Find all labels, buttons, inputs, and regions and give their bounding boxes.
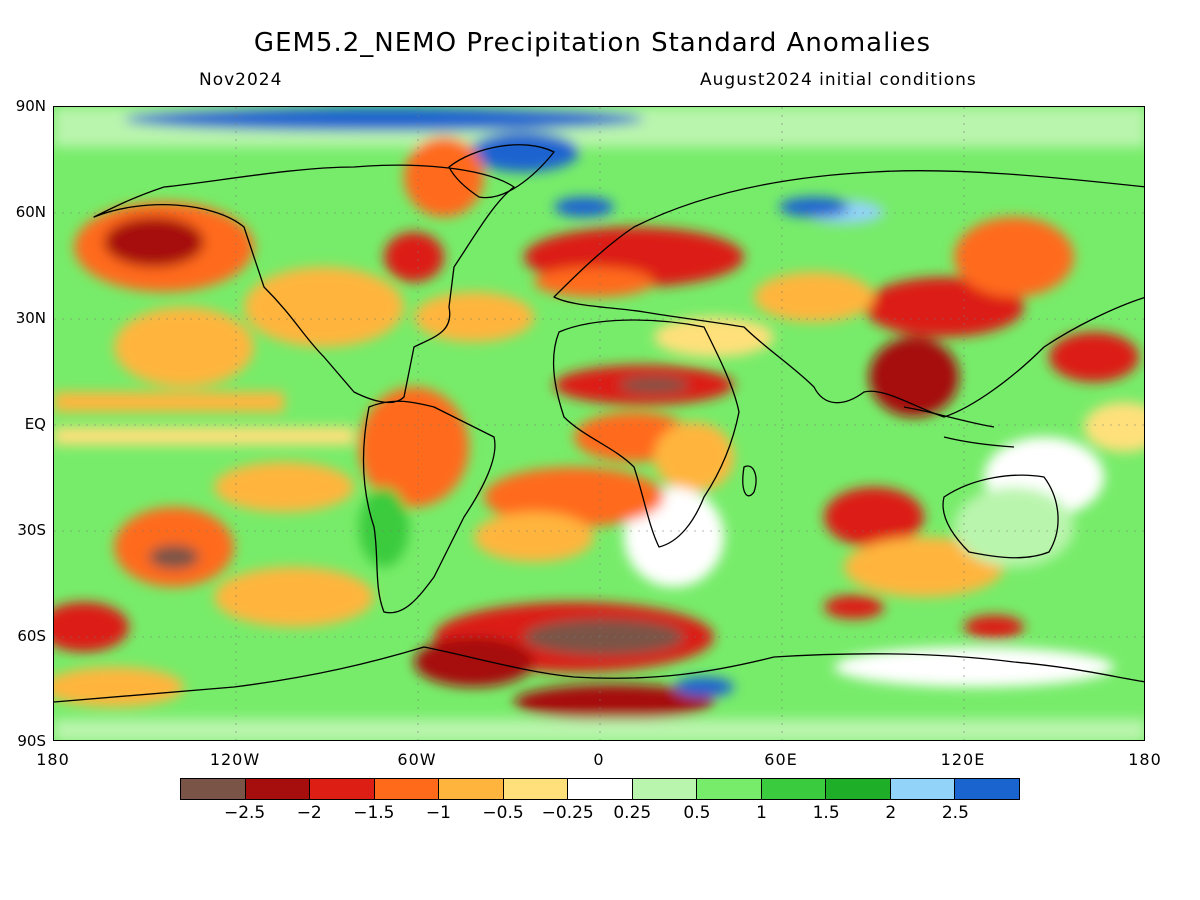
colorbar-swatch [568, 779, 633, 799]
lat-label-60n: 60N [15, 203, 46, 221]
colorbar-tick-label: 1 [756, 803, 767, 823]
colorbar-swatch [503, 779, 569, 799]
lat-label-30n: 30N [15, 309, 46, 327]
colorbar-swatch [181, 779, 246, 799]
colorbar [180, 778, 1020, 800]
lat-label-90n: 90N [15, 97, 46, 115]
colorbar-swatch [826, 779, 891, 799]
graticule [54, 107, 1144, 740]
colorbar-tick-label: 2.5 [941, 803, 969, 823]
colorbar-swatch [697, 779, 762, 799]
lat-label-30s: 30S [17, 521, 46, 539]
colorbar-tick-label: 0.25 [613, 803, 652, 823]
lat-label-eq: EQ [24, 415, 46, 433]
lon-label-60e: 60E [764, 750, 798, 769]
colorbar-tick-label: −1 [425, 803, 451, 823]
lon-label-120w: 120W [209, 750, 261, 769]
colorbar-swatch [310, 779, 375, 799]
colorbar-swatch [632, 779, 698, 799]
coastline-africa [552, 319, 740, 548]
initial-conditions-label: August2024 initial conditions [700, 70, 977, 90]
coastline-australia [942, 474, 1059, 559]
colorbar-swatch [761, 779, 827, 799]
colorbar-swatch [439, 779, 504, 799]
coastlines [54, 144, 1144, 703]
valid-month-label: Nov2024 [199, 70, 283, 90]
colorbar-swatch [955, 779, 1019, 799]
coastline-greenland [448, 144, 555, 199]
colorbar-swatch [374, 779, 440, 799]
lon-label-180w: 180 [36, 750, 70, 769]
coastline-north-america [93, 164, 515, 404]
coastline-antarctica [54, 646, 1144, 703]
colorbar-tick-label: 1.5 [812, 803, 840, 823]
coastline-madagascar [742, 465, 757, 497]
lat-label-60s: 60S [17, 627, 46, 645]
anomaly-map-canvas [54, 107, 1144, 740]
anomaly-map [53, 106, 1145, 741]
lat-label-90s: 90S [17, 732, 46, 750]
coastline-south-america [362, 400, 496, 614]
coastline-indonesia [903, 406, 1015, 448]
lon-label-0: 0 [593, 750, 605, 769]
lon-label-60w: 60W [397, 750, 437, 769]
colorbar-tick-label: −0.5 [482, 803, 524, 823]
colorbar-swatch [890, 779, 956, 799]
coastline-eurasia [553, 170, 1144, 418]
chart-title: GEM5.2_NEMO Precipitation Standard Anoma… [253, 28, 932, 58]
colorbar-tick-label: −1.5 [353, 803, 395, 823]
colorbar-tick-label: 2 [885, 803, 897, 823]
colorbar-tick-label: 0.5 [683, 803, 711, 823]
colorbar-swatch [245, 779, 311, 799]
colorbar-tick-label: −2 [296, 803, 322, 823]
lon-label-120e: 120E [940, 750, 986, 769]
colorbar-tick-label: −2.5 [223, 803, 266, 823]
lon-label-180e: 180 [1128, 750, 1162, 769]
colorbar-tick-label: −0.25 [541, 803, 594, 823]
